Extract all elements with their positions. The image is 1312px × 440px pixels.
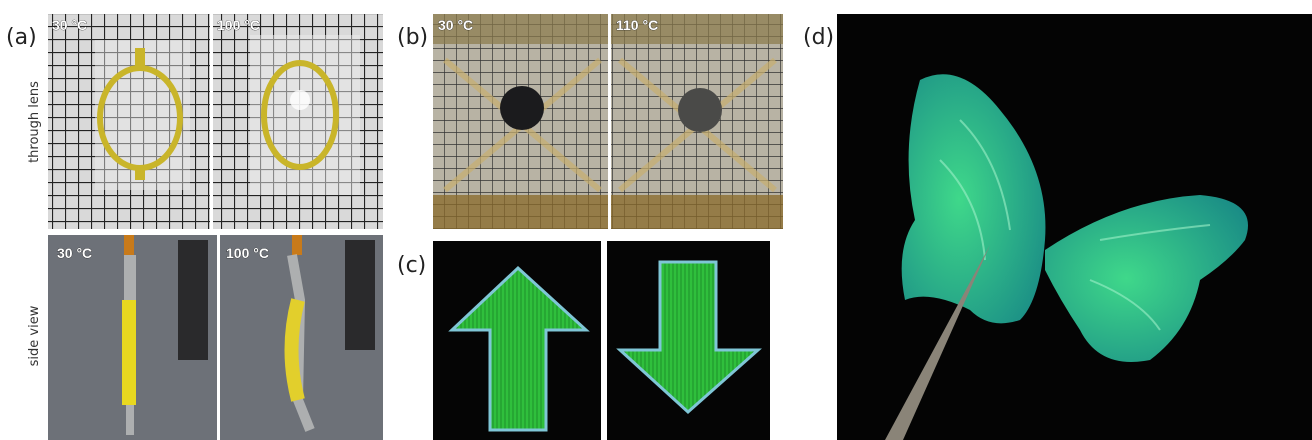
- row-label: through lens: [27, 81, 42, 163]
- photo: [433, 14, 608, 229]
- photo-caption: 100 °C: [217, 17, 260, 33]
- photo: [213, 14, 383, 229]
- photo-caption: 30 °C: [52, 17, 87, 33]
- photo: [48, 235, 217, 440]
- panel-label: (b): [397, 25, 428, 50]
- panel-label: (c): [397, 253, 426, 278]
- panel-label: (d): [803, 25, 834, 50]
- photo-caption: 100 °C: [226, 245, 269, 261]
- photo: [433, 241, 601, 440]
- photo: [607, 241, 770, 440]
- row-label: side view: [27, 305, 42, 366]
- figure: (a) through lens side view 30 °C 100 °C …: [0, 0, 1312, 440]
- photo-caption: 30 °C: [438, 17, 473, 33]
- photo: [48, 14, 210, 229]
- panel-label: (a): [6, 25, 37, 50]
- photo-caption: 30 °C: [57, 245, 92, 261]
- photo: [220, 235, 383, 440]
- photo: [611, 14, 783, 229]
- photo-caption: 110 °C: [616, 17, 658, 33]
- photo: [837, 14, 1312, 440]
